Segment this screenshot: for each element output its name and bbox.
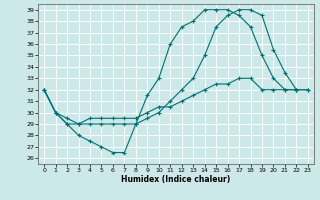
- X-axis label: Humidex (Indice chaleur): Humidex (Indice chaleur): [121, 175, 231, 184]
